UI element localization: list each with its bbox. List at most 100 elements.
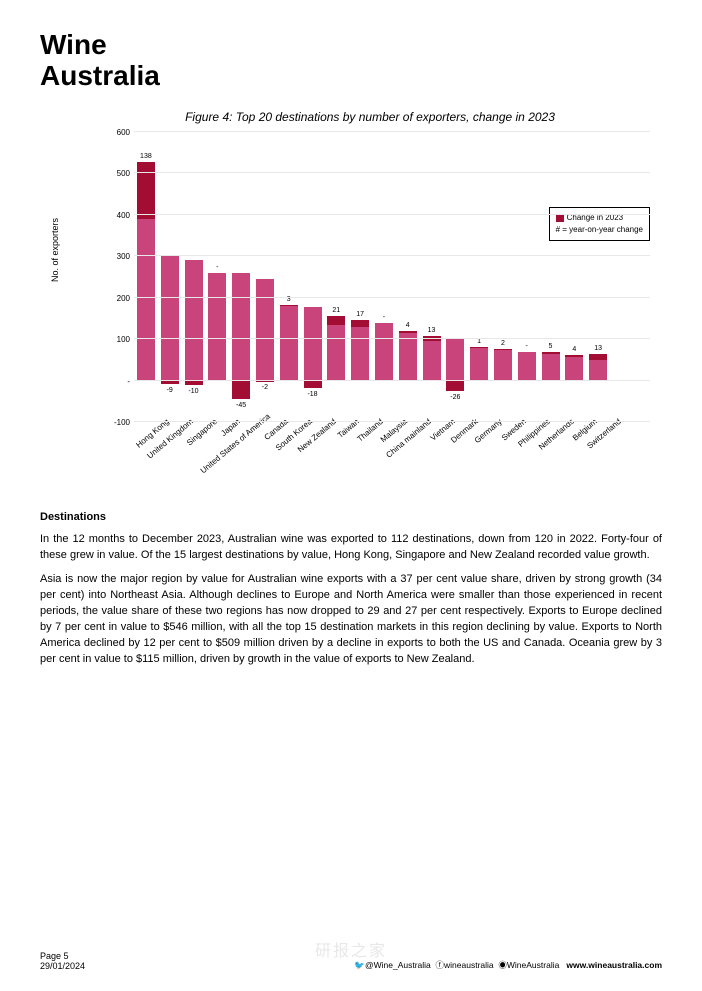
twitter-icon: 🐦 [354,960,365,970]
bar-column: 2Sweden [494,132,512,422]
section-heading: Destinations [40,510,662,526]
bar-change [280,305,298,306]
bar-base [399,333,417,381]
bar-column: -Japan [208,132,226,422]
bar-base [161,256,179,380]
bar-base [494,350,512,381]
bar-value-label: -26 [440,394,470,401]
bar-column: -10Singapore [185,132,203,422]
y-tick-label: 600 [106,128,130,137]
bar-value-label: - [202,264,232,271]
bar-base [304,307,322,381]
y-axis-label: No. of exporters [50,218,60,282]
bar-change [185,381,203,385]
bar-base [256,279,274,381]
logo-line1: Wine [40,30,160,61]
footer: Page 5 29/01/2024 🐦@Wine_Australia ⓕwine… [40,951,662,971]
bar-base [589,360,607,381]
bars-container: 138Hong Kong -9United Kingdom -10Singapore… [134,132,610,422]
bar-base [423,341,441,380]
bar-column: -Malaysia [375,132,393,422]
gridline [134,214,650,215]
bar-change [589,354,607,359]
y-tick-label: - [106,377,130,386]
bar-column: -Philippines [518,132,536,422]
bar-column: 17Thailand [351,132,369,422]
bar-base [470,347,488,380]
bar-change [351,320,369,327]
website-url: www.wineaustralia.com [566,960,662,970]
paragraph-1: In the 12 months to December 2023, Austr… [40,532,662,564]
y-tick-label: 400 [106,211,130,220]
bar-base [542,354,560,381]
facebook-handle: wineaustralia [444,960,494,970]
bar-value-label: -2 [250,384,280,391]
gridline [134,172,650,173]
instagram-handle: WineAustralia [507,960,559,970]
bar-column: -18New Zealand [304,132,322,422]
bar-change [399,331,417,333]
bar-column: 13Vietnam [423,132,441,422]
bar-change [304,381,322,388]
bar-column: 1Germany [470,132,488,422]
bar-column: -45United States of America [232,132,250,422]
bar-base [280,306,298,381]
bar-change [542,352,560,354]
footer-date: 29/01/2024 [40,961,85,971]
bar-value-label: -18 [298,391,328,398]
gridline [134,421,650,422]
bar-value-label: 138 [131,153,161,160]
bar-change [565,355,583,357]
bar-base [185,260,203,380]
bar-column: 4China mainland [399,132,417,422]
bar-value-label: -10 [179,388,209,395]
twitter-handle: @Wine_Australia [365,960,431,970]
bar-change [232,381,250,400]
bar-column: -26Denmark [446,132,464,422]
bar-value-label: -45 [226,402,256,409]
bar-base [518,352,536,381]
bar-change [494,349,512,350]
body-text: Destinations In the 12 months to Decembe… [40,510,662,675]
bar-column: 3South Korea [280,132,298,422]
bar-base [446,339,464,380]
bar-value-label: 13 [583,345,613,352]
instagram-icon: ◉ [498,960,507,970]
legend: Change in 2023 # = year-on-year change [549,207,650,241]
bar-base [565,357,583,381]
bar-column: -9United Kingdom [161,132,179,422]
bar-change [161,381,179,385]
bar-change [137,162,155,219]
bar-change [256,381,274,382]
bar-base [327,325,345,381]
y-tick-label: 200 [106,294,130,303]
footer-left: Page 5 29/01/2024 [40,951,85,971]
bar-column: 21Taiwan [327,132,345,422]
bar-column: 13Switzerland [589,132,607,422]
chart-title: Figure 4: Top 20 destinations by number … [90,110,650,124]
logo-line2: Australia [40,61,160,92]
bar-value-label: - [369,314,399,321]
bar-base [351,327,369,381]
bar-base [375,323,393,381]
bar-base [208,273,226,381]
y-tick-label: 100 [106,335,130,344]
bar-base [137,219,155,381]
bar-change [327,316,345,325]
bar-column: 138Hong Kong [137,132,155,422]
facebook-icon: ⓕ [436,960,445,970]
gridline [134,338,650,339]
chart: Figure 4: Top 20 destinations by number … [90,110,650,480]
legend-swatch [556,214,564,222]
paragraph-2: Asia is now the major region by value fo… [40,572,662,668]
page-number: Page 5 [40,951,85,961]
gridline [134,380,650,381]
bar-base [232,273,250,381]
gridline [134,297,650,298]
legend-row-2: # = year-on-year change [556,224,643,236]
bar-value-label: 13 [417,327,447,334]
logo: Wine Australia [40,30,160,92]
bar-column: -2Canada [256,132,274,422]
footer-right: 🐦@Wine_Australia ⓕwineaustralia ◉WineAus… [354,959,662,971]
y-tick-label: 500 [106,169,130,178]
